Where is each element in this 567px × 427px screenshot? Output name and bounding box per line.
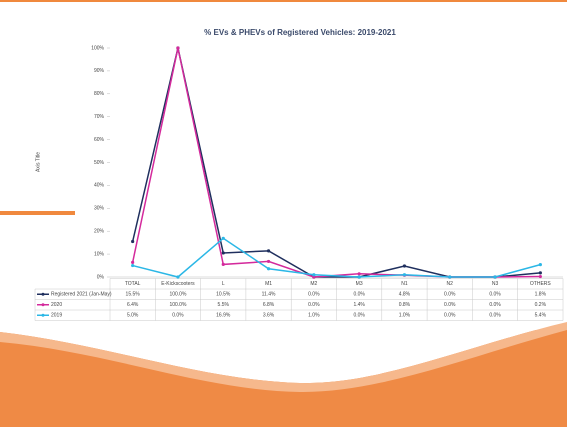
table-value: 0.0%: [444, 302, 456, 308]
x-tick-label: L: [222, 281, 225, 287]
top-border: [0, 0, 567, 2]
data-point: [538, 271, 542, 275]
data-point: [312, 273, 316, 277]
x-tick-label: M1: [265, 281, 272, 287]
y-axis-title: Axis Title: [35, 152, 41, 172]
table-value: 5.5%: [218, 302, 230, 308]
legend-marker: [41, 313, 45, 317]
x-tick-label: TOTAL: [125, 281, 141, 287]
table-value: 1.0%: [308, 313, 320, 319]
y-tick-label: 0%: [97, 274, 105, 280]
legend-marker: [41, 303, 45, 307]
table-value: 0.0%: [444, 292, 456, 298]
y-tick-label: 10%: [94, 251, 105, 257]
table-value: 0.0%: [489, 313, 501, 319]
data-point: [448, 275, 452, 279]
chart-title: % EVs & PHEVs of Registered Vehicles: 20…: [204, 28, 396, 37]
series-line: [132, 237, 541, 278]
legend-marker: [41, 292, 45, 296]
data-point: [357, 272, 361, 276]
data-point: [266, 267, 271, 271]
table-value: 0.0%: [489, 302, 501, 308]
data-point: [538, 263, 542, 267]
accent-bar: [0, 211, 75, 215]
y-tick-label: 30%: [94, 206, 105, 212]
series-line: [131, 47, 541, 278]
x-tick-label: M3: [356, 281, 363, 287]
table-value: 15.5%: [126, 292, 141, 298]
chart: 0% 10% 20% 30% 40% 50% 60% 70% 80% 90% 100% TOTAL E-…: [34, 45, 564, 321]
data-point: [176, 46, 180, 50]
data-point: [131, 239, 135, 244]
data-point: [131, 260, 135, 264]
x-tick-label: M2: [310, 281, 317, 287]
table-value: 0.0%: [353, 292, 365, 298]
table-value: 1.4%: [353, 302, 365, 308]
table-value: 11.4%: [262, 292, 276, 298]
y-tick-label: 90%: [94, 68, 105, 74]
footer-wave-light: [0, 322, 567, 393]
y-tick-label: 100%: [91, 45, 104, 51]
legend-label: 2020: [51, 302, 62, 308]
table-value: 3.6%: [263, 313, 275, 319]
data-point: [221, 262, 225, 267]
data-point: [538, 274, 542, 279]
data-point: [176, 275, 180, 279]
data-point: [493, 275, 497, 279]
table-value: 5.4%: [535, 313, 547, 319]
x-tick-label: OTHERS: [530, 281, 552, 287]
y-tick-label: 20%: [94, 229, 105, 235]
data-point: [221, 251, 225, 255]
y-tick-label: 80%: [94, 91, 105, 97]
table-value: 6.8%: [263, 302, 275, 308]
series-line: [131, 47, 541, 278]
y-tick-label: 60%: [94, 137, 105, 143]
table-value: 16.9%: [216, 313, 231, 319]
table-value: 6.4%: [127, 302, 139, 308]
data-point: [266, 259, 271, 264]
table-value: 0.0%: [308, 302, 320, 308]
table-value: 0.8%: [399, 302, 411, 308]
table-value: 4.8%: [399, 292, 411, 298]
table-value: 0.0%: [444, 313, 456, 319]
data-point: [402, 264, 407, 268]
table-value: 1.8%: [535, 292, 547, 298]
table-value: 0.2%: [535, 302, 547, 308]
legend-label: 2019: [51, 313, 62, 319]
table-value: 100.0%: [169, 292, 187, 298]
x-tick-label: N1: [401, 281, 408, 287]
data-point: [402, 273, 407, 277]
table-value: 0.0%: [353, 313, 365, 319]
table-value: 1.0%: [399, 313, 411, 319]
footer-wave: [0, 318, 567, 384]
table-value: 0.0%: [308, 292, 320, 298]
data-point: [312, 275, 316, 279]
table-value: 5.0%: [127, 313, 139, 319]
table-value: 0.0%: [172, 313, 184, 319]
y-tick-label: 40%: [94, 183, 105, 189]
x-tick-label: E-Kickscooters: [161, 281, 195, 287]
data-point: [221, 236, 225, 240]
legend-label: Registered 2021 (Jan-May): [51, 292, 112, 298]
x-tick-label: N2: [447, 281, 454, 287]
data-point: [266, 249, 271, 253]
table-value: 100.0%: [169, 302, 187, 308]
table-value: 10.5%: [216, 292, 231, 298]
table-value: 0.0%: [489, 292, 501, 298]
data-point: [131, 263, 135, 268]
x-tick-label: N3: [492, 281, 499, 287]
data-point: [357, 275, 361, 279]
y-tick-label: 70%: [94, 114, 105, 120]
y-tick-label: 50%: [94, 160, 105, 166]
